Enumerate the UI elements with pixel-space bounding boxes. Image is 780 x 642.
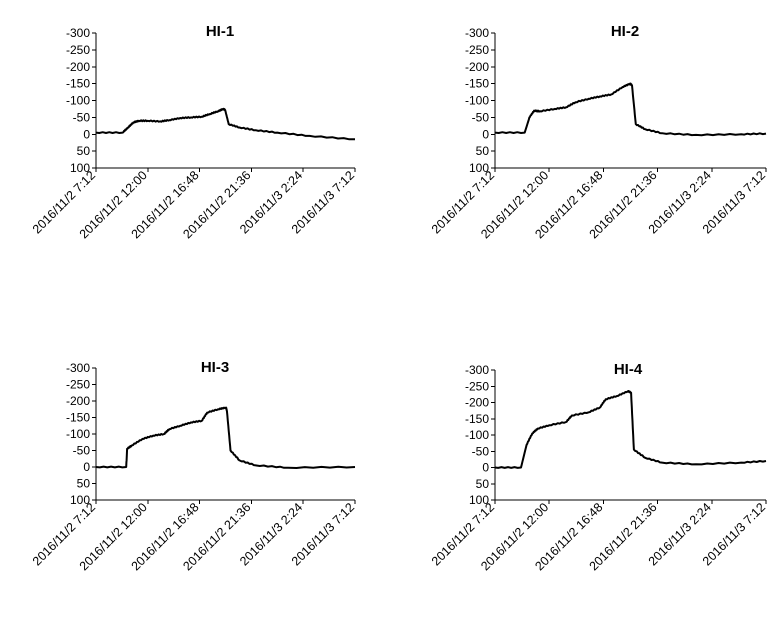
y-tick-label: -300 — [465, 363, 489, 377]
y-tick-label: 50 — [77, 477, 91, 491]
series-line-1 — [95, 406, 356, 469]
y-tick-label: -300 — [465, 26, 489, 40]
y-tick-label: -100 — [66, 94, 90, 108]
y-tick-label: -300 — [66, 361, 90, 375]
y-tick-label: 0 — [482, 127, 489, 141]
y-tick-label: -250 — [465, 43, 489, 57]
y-tick-label: -200 — [66, 394, 90, 408]
y-tick-label: 100 — [70, 493, 90, 507]
y-tick-label: -200 — [465, 60, 489, 74]
y-tick-label: -150 — [66, 77, 90, 91]
y-tick-label: -50 — [73, 444, 91, 458]
y-tick-label: 50 — [77, 144, 91, 158]
y-tick-label: -150 — [66, 411, 90, 425]
y-tick-label: -200 — [66, 60, 90, 74]
y-tick-label: -150 — [465, 412, 489, 426]
chart-title: HI-3 — [201, 359, 229, 376]
y-tick-label: -100 — [465, 428, 489, 442]
y-tick-label: 50 — [476, 144, 490, 158]
y-tick-label: 0 — [83, 127, 90, 141]
y-tick-label: -200 — [465, 396, 489, 410]
y-tick-label: 100 — [469, 493, 489, 507]
chart-title: HI-2 — [611, 23, 639, 40]
series-line-1 — [95, 107, 355, 141]
y-tick-label: -50 — [472, 110, 490, 124]
chart-panel-1: HI-1-300-250-200-150-100-500501002016/11… — [30, 23, 357, 241]
y-tick-label: -250 — [465, 379, 489, 393]
chart-panel-4: HI-4-300-250-200-150-100-500501002016/11… — [429, 361, 768, 573]
chart-panel-2: HI-2-300-250-200-150-100-500501002016/11… — [429, 23, 768, 241]
y-tick-label: 100 — [70, 161, 90, 175]
y-tick-label: 50 — [476, 477, 490, 491]
chart-title: HI-4 — [614, 361, 643, 378]
y-tick-label: 0 — [482, 461, 489, 475]
y-tick-label: 100 — [469, 161, 489, 175]
y-tick-label: -100 — [465, 94, 489, 108]
series-line-1 — [494, 82, 767, 137]
chart-panel-3: HI-3-300-250-200-150-100-500501002016/11… — [30, 359, 357, 573]
y-tick-label: 0 — [83, 460, 90, 474]
y-tick-label: -250 — [66, 43, 90, 57]
y-tick-label: -300 — [66, 26, 90, 40]
y-tick-label: -50 — [73, 110, 91, 124]
series-line-1 — [494, 390, 767, 469]
y-tick-label: -100 — [66, 427, 90, 441]
chart-title: HI-1 — [206, 23, 234, 40]
y-tick-label: -250 — [66, 378, 90, 392]
y-tick-label: -50 — [472, 444, 490, 458]
y-tick-label: -150 — [465, 77, 489, 91]
